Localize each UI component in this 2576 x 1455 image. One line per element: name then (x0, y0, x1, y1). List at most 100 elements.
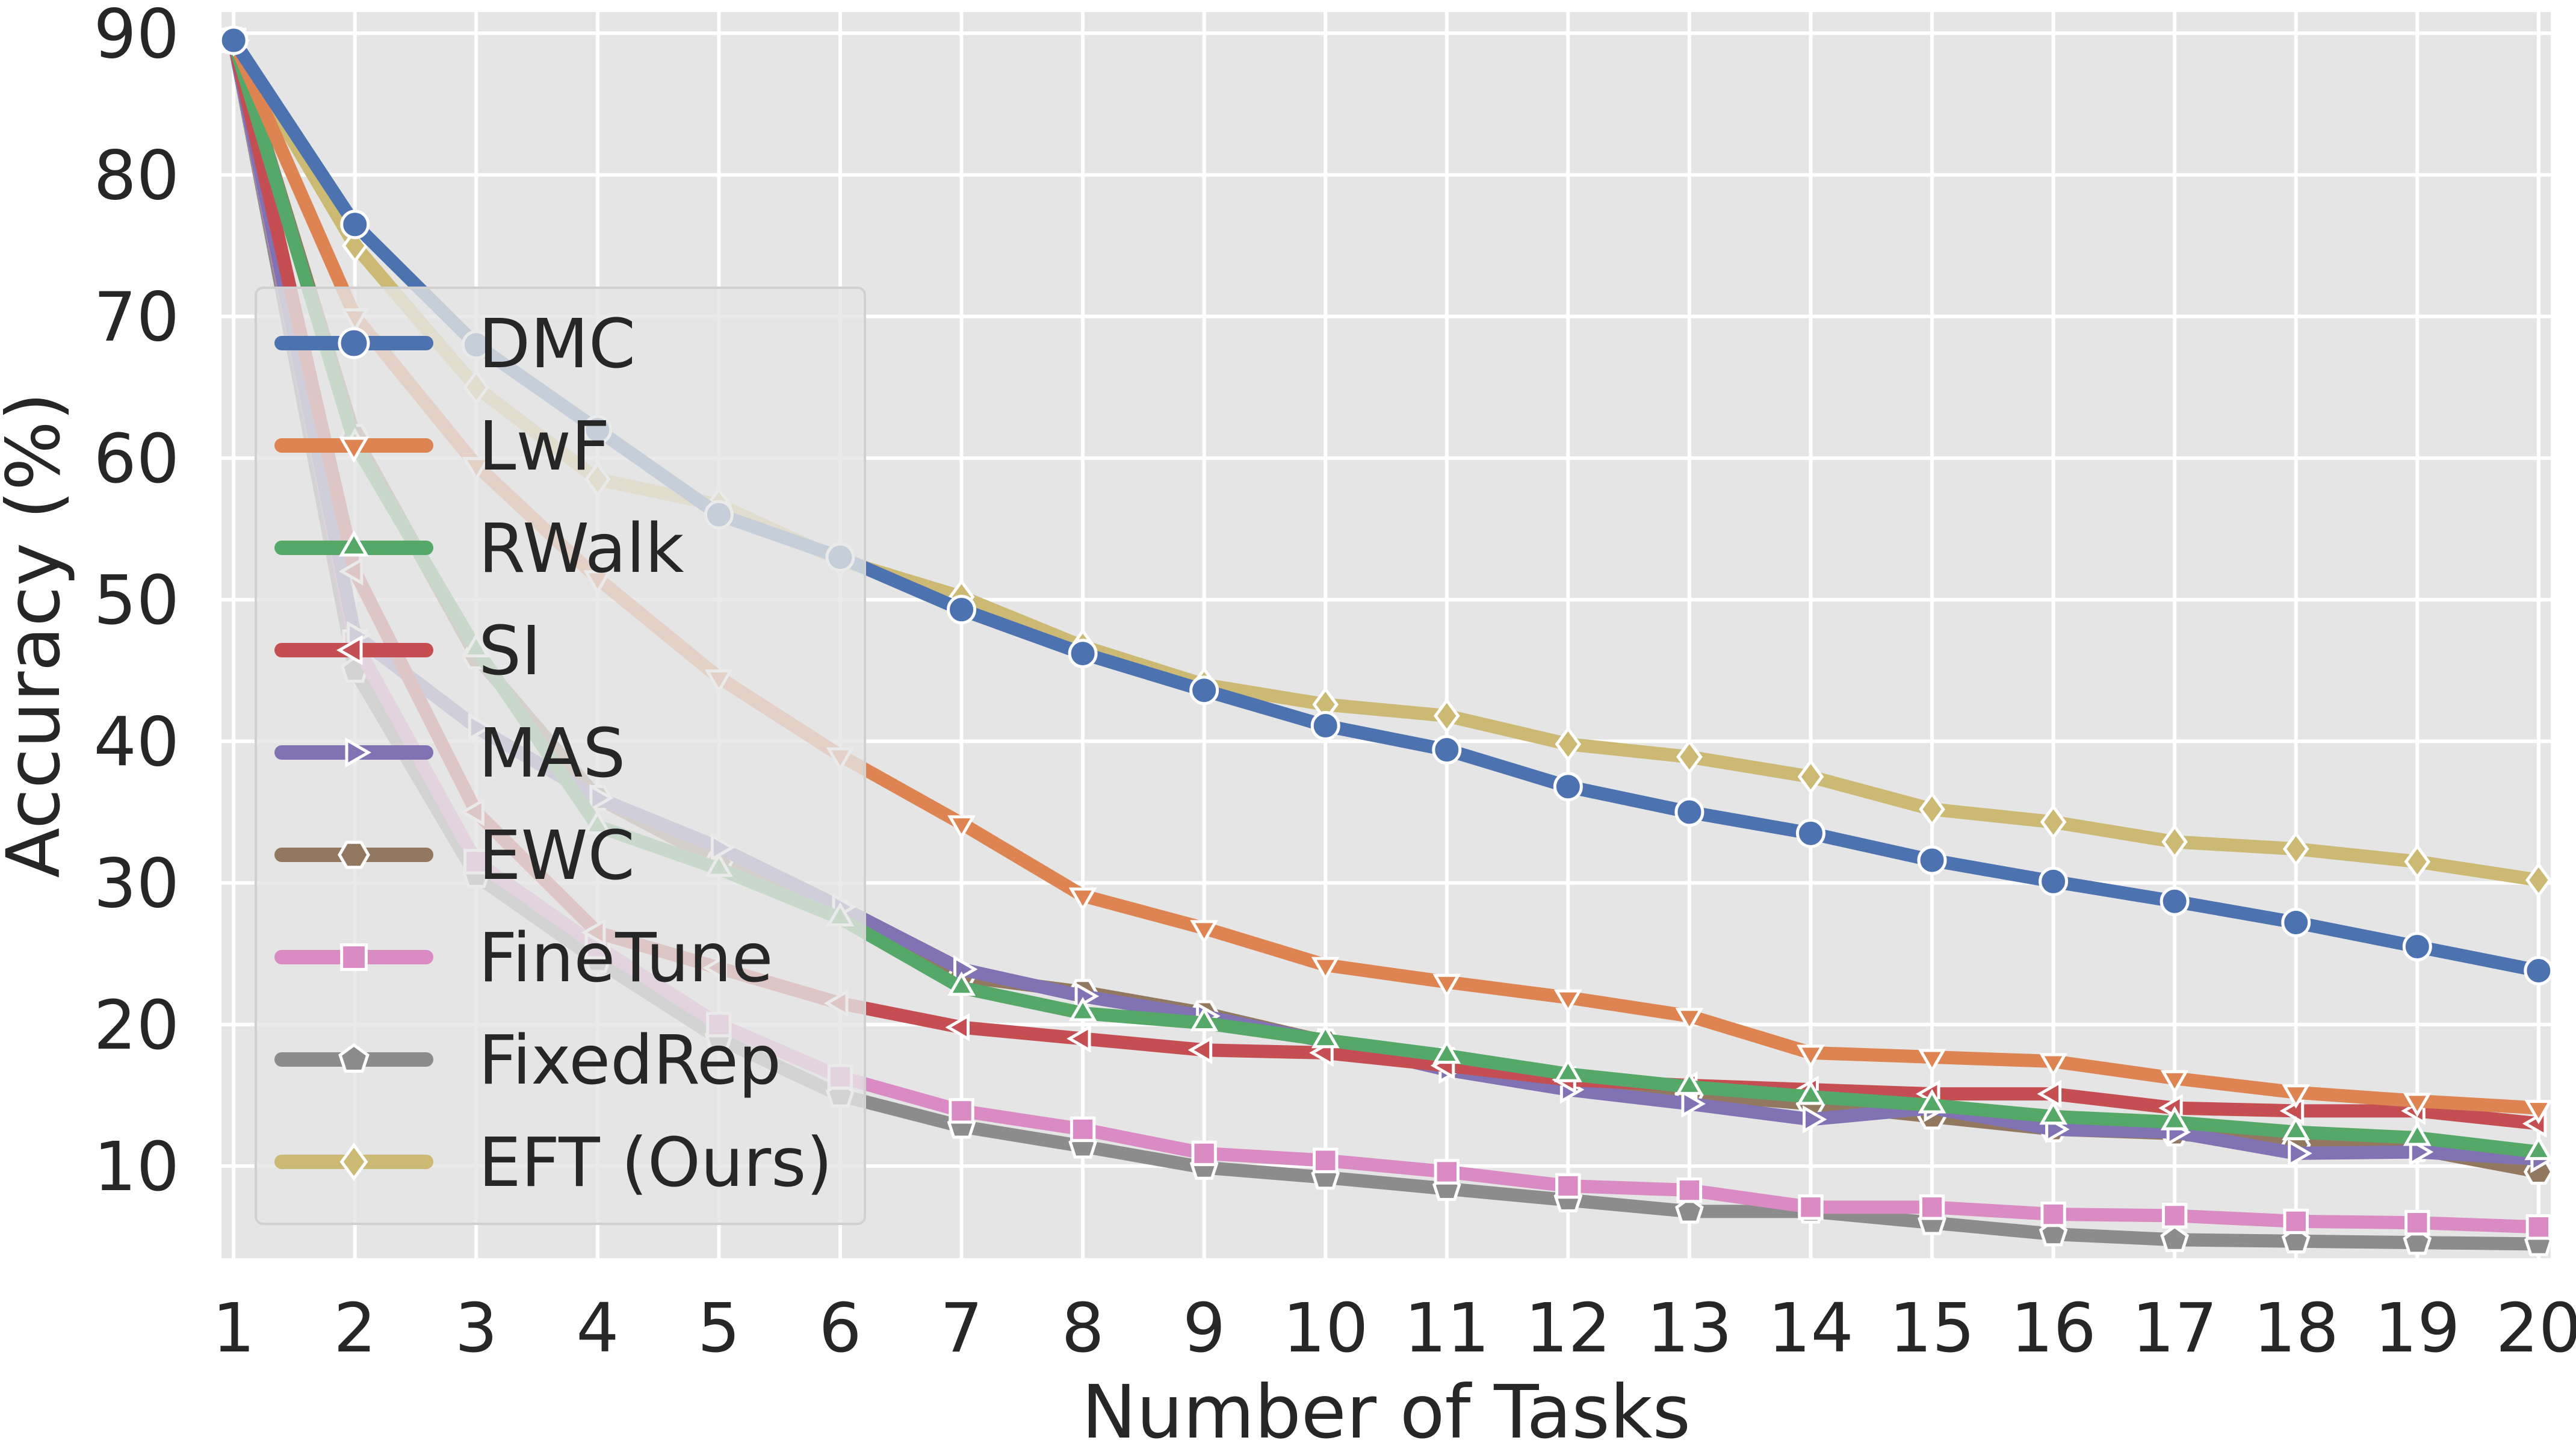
data-point (2403, 1121, 2432, 1146)
data-point (1432, 735, 1462, 765)
data-point (1432, 1039, 1461, 1064)
data-point (2281, 908, 2311, 938)
legend-item: FixedRep (274, 1022, 781, 1100)
y-tick-label: 30 (93, 845, 179, 923)
data-point (2160, 1070, 2189, 1095)
data-point (1919, 1194, 1945, 1220)
data-point (1674, 797, 1704, 827)
data-point (2160, 1224, 2190, 1252)
data-point (2160, 886, 2190, 916)
legend-label: RWalk (478, 510, 684, 588)
legend-item: RWalk (274, 510, 684, 588)
x-axis-label: Number of Tasks (1082, 1370, 1691, 1452)
data-point (2409, 1138, 2434, 1166)
data-point (2040, 1201, 2066, 1227)
legend-marker (345, 737, 371, 768)
y-tick-label: 40 (93, 703, 179, 781)
data-point (1553, 989, 1582, 1014)
x-tick-label: 1 (212, 1289, 255, 1368)
legend-label: MAS (478, 715, 625, 793)
legend-label: LwF (478, 408, 610, 486)
data-point (2525, 1214, 2552, 1240)
data-point (1187, 1035, 1213, 1064)
legend: DMC LwF RWalk SI MAS EWC FineTune FixedRep EFT (… (255, 287, 866, 1225)
legend-label: EFT (Ours) (478, 1124, 832, 1202)
data-point (947, 971, 976, 996)
legend-marker (336, 634, 363, 666)
data-point (947, 595, 977, 625)
data-point (1919, 791, 1945, 827)
legend-item: EWC (274, 817, 635, 895)
data-point (1067, 1025, 1091, 1053)
data-point (1433, 698, 1460, 734)
data-point (2404, 843, 2431, 880)
legend-marker (338, 530, 370, 557)
legend-label: EWC (478, 817, 635, 895)
data-point (1189, 675, 1219, 706)
legend-marker (338, 1043, 370, 1073)
y-tick-label: 90 (93, 0, 179, 73)
data-point (2524, 1100, 2553, 1125)
data-point (1190, 920, 1219, 945)
legend-frame (255, 287, 866, 1225)
data-point (1311, 1023, 1340, 1049)
x-tick-label: 19 (2374, 1289, 2460, 1368)
y-tick-label: 50 (93, 562, 179, 640)
data-point (1918, 1049, 1946, 1073)
data-point (1313, 1147, 1339, 1173)
legend-marker (338, 327, 370, 359)
y-tick-label: 20 (93, 987, 179, 1065)
y-tick-label: 60 (93, 420, 179, 498)
x-tick-label: 13 (1647, 1289, 1733, 1368)
x-tick-label: 20 (2496, 1289, 2576, 1368)
x-tick-label: 15 (1889, 1289, 1975, 1368)
legend-item: EFT (Ours) (274, 1124, 832, 1202)
data-point (1676, 1177, 1703, 1203)
data-point (1555, 1173, 1581, 1199)
data-point (2283, 1208, 2309, 1235)
data-point (1797, 759, 1824, 795)
data-point (2525, 862, 2552, 898)
legend-label: DMC (478, 305, 636, 383)
data-point (1311, 957, 1340, 982)
legend-item: MAS (274, 715, 625, 793)
data-point (2404, 1209, 2430, 1236)
data-point (1310, 711, 1340, 741)
data-point (1555, 726, 1582, 762)
x-tick-label: 11 (1404, 1289, 1490, 1368)
y-tick-label: 80 (93, 137, 179, 216)
data-point (218, 25, 249, 55)
data-point (1675, 1070, 1704, 1095)
data-point (1797, 1044, 1825, 1069)
legend-item: SI (274, 612, 541, 690)
data-point (2039, 866, 2069, 896)
legend-item: LwF (274, 408, 610, 486)
data-point (2282, 1115, 2311, 1141)
data-point (2282, 1084, 2311, 1109)
data-point (2402, 932, 2432, 961)
legend-item: FineTune (274, 919, 773, 997)
x-tick-label: 18 (2253, 1289, 2339, 1368)
legend-marker (339, 1143, 368, 1181)
data-point (1675, 1196, 1704, 1224)
data-point (2160, 1106, 2189, 1131)
data-point (1553, 1058, 1582, 1082)
data-point (947, 815, 976, 840)
legend-marker (338, 840, 370, 869)
x-tick-label: 14 (1768, 1289, 1854, 1368)
x-tick-label: 6 (819, 1289, 861, 1368)
data-point (1068, 887, 1097, 912)
x-tick-label: 2 (333, 1289, 376, 1368)
data-point (2037, 1079, 2062, 1108)
data-point (1676, 739, 1703, 775)
data-point (2524, 955, 2554, 985)
data-point (1675, 1008, 1704, 1032)
x-tick-label: 16 (2010, 1289, 2096, 1368)
x-tick-label: 8 (1061, 1289, 1104, 1368)
x-tick-label: 3 (455, 1289, 498, 1368)
data-point (1070, 1116, 1096, 1143)
data-point (1190, 1007, 1219, 1032)
data-point (2161, 824, 2188, 860)
